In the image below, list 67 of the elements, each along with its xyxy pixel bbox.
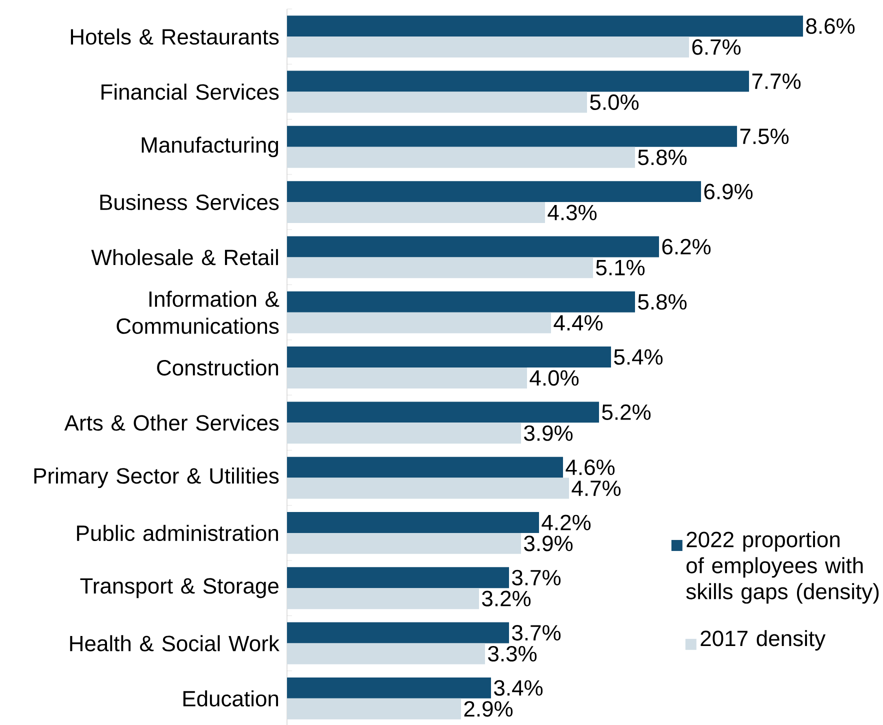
y-tick-label: Primary Sector & Utilities [34,468,279,488]
data-label: 5.4% [614,349,663,365]
bar [287,202,546,223]
bar [287,346,612,368]
bar [287,257,594,278]
data-label: 3.2% [482,590,531,606]
bar [287,643,486,664]
data-label: 8.6% [806,18,855,34]
data-label: 6.7% [692,39,741,55]
bar [287,368,528,388]
data-label: 3.7% [512,570,561,586]
y-tick-label: Public administration [77,524,278,542]
y-tick-label: Information & Communications [116,290,280,334]
bar [287,402,600,423]
bar [287,126,738,147]
data-label: 6.9% [704,184,753,200]
y-tick-label: Wholesale & Retail [91,249,278,266]
bar [287,622,510,644]
data-label: 3.4% [494,680,543,696]
data-label: 3.3% [488,646,537,662]
bar [287,422,522,444]
legend-label: 2017 density [700,630,826,651]
data-label: 5.0% [590,94,639,110]
bar [287,512,540,533]
bar [287,16,804,37]
data-label: 4.6% [566,460,615,476]
bar [287,312,552,334]
data-label: 5.2% [602,404,651,420]
bar [287,92,588,113]
data-label: 4.3% [548,204,597,220]
data-label: 7.7% [752,74,801,89]
data-label: 6.2% [662,238,711,255]
data-label: 4.4% [554,315,603,331]
bar [287,532,522,554]
bar [287,677,492,698]
data-label: 4.0% [530,370,579,386]
bar [287,567,510,588]
y-tick-label: Construction [157,359,278,376]
bar [287,588,480,610]
data-label: 3.9% [524,536,573,552]
y-tick-label: Manufacturing [142,136,278,158]
bar [287,36,690,58]
data-label: 3.7% [512,624,561,641]
data-label: 2.9% [464,701,513,717]
bar [287,236,660,258]
bar [287,456,564,478]
data-label: 4.7% [572,480,621,496]
y-tick-label: Health & Social Work [70,635,280,652]
y-tick-label: Transport & Storage [80,578,278,598]
data-label: 3.9% [524,425,573,441]
data-label: 5.8% [638,294,687,310]
y-tick-label: Arts & Other Services [64,414,279,431]
bar [287,698,462,720]
data-label: 7.5% [740,128,789,144]
bar [287,181,702,202]
data-label: 5.8% [638,150,687,166]
y-tick-label: Financial Services [102,84,279,100]
bar [287,478,570,499]
bar [287,70,750,92]
y-tick-label: Business Services [100,194,279,210]
bar [287,146,636,168]
y-tick-label: Hotels & Restaurants [70,28,279,45]
bar [287,291,636,312]
y-tick-label: Education [183,690,278,706]
data-label: 5.1% [596,260,645,276]
legend-label: 2022 proportion of employees with skills gaps (density) [686,531,879,604]
data-label: 4.2% [542,514,591,530]
